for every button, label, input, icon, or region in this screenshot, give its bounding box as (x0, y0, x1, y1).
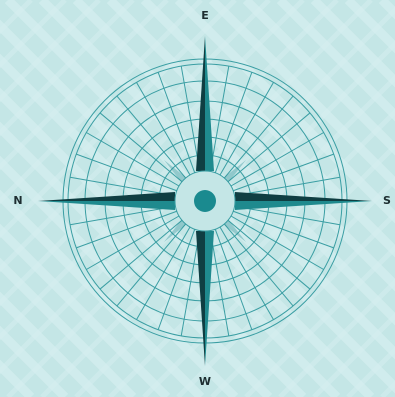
direction-label-right: S (383, 194, 391, 207)
grid-spoke (116, 95, 187, 179)
needle-half-teal (205, 36, 214, 171)
pattern-stripe (312, 312, 395, 397)
grid-spoke (227, 219, 311, 290)
grid-spoke (234, 176, 341, 197)
pattern-stripe (0, 0, 269, 397)
grid-spoke (99, 219, 183, 290)
pattern-stripe (310, 0, 395, 88)
pattern-stripe (242, 0, 395, 156)
grid-spoke (209, 230, 230, 337)
grid-spoke (234, 205, 341, 226)
grid-spoke (223, 95, 294, 179)
grid-spoke (157, 72, 196, 173)
grid-spoke (136, 82, 191, 176)
grid-spoke (157, 229, 196, 330)
grid-spoke (219, 82, 274, 176)
grid-spoke (86, 215, 180, 270)
grid-spoke (223, 223, 294, 307)
grid-spoke (76, 153, 177, 192)
pattern-stripe (0, 0, 201, 397)
pattern-stripe (142, 142, 395, 397)
grid-spoke (99, 112, 183, 183)
direction-label-left: N (13, 194, 23, 207)
needle-half-dark (196, 231, 205, 366)
direction-label-top: E (201, 9, 209, 22)
pattern-stripe (0, 0, 169, 171)
pattern-stripe (0, 0, 235, 397)
needle-half-teal (205, 231, 214, 366)
pattern-stripe (0, 223, 171, 397)
grid-spoke (116, 223, 187, 307)
needle-half-dark (38, 192, 175, 201)
direction-label-bottom: W (198, 375, 212, 388)
grid-spoke (227, 112, 311, 183)
grid-spoke (209, 65, 230, 172)
needle-half-teal (38, 201, 175, 210)
grid-spoke (214, 229, 253, 330)
grid-spoke (86, 132, 180, 187)
grid-spoke (219, 226, 274, 320)
grid-spoke (180, 65, 201, 172)
grid-spoke (69, 205, 176, 226)
pattern-stripe (0, 257, 137, 397)
pattern-stripe (176, 176, 395, 397)
pattern-stripe (0, 0, 101, 103)
pattern-stripe (0, 291, 103, 397)
pattern-stripe (210, 210, 395, 397)
grid-spoke (230, 132, 324, 187)
compass-needles (38, 36, 372, 366)
pattern-stripe (276, 0, 395, 122)
needle-half-dark (196, 36, 205, 171)
grid-spoke (214, 72, 253, 173)
grid-spoke (230, 215, 324, 270)
grid-spoke (69, 176, 176, 197)
pattern-stripe (244, 244, 395, 397)
pattern-stripe (278, 278, 395, 397)
grid-spoke (76, 210, 177, 249)
pattern-stripe (0, 0, 135, 137)
compass-hub (194, 190, 216, 212)
needle-half-dark (235, 192, 372, 201)
grid-spoke (180, 230, 201, 337)
needle-half-teal (235, 201, 372, 210)
grid-spoke (233, 153, 334, 192)
grid-spoke (136, 226, 191, 320)
pattern-stripe (208, 0, 395, 190)
grid-spoke (233, 210, 334, 249)
